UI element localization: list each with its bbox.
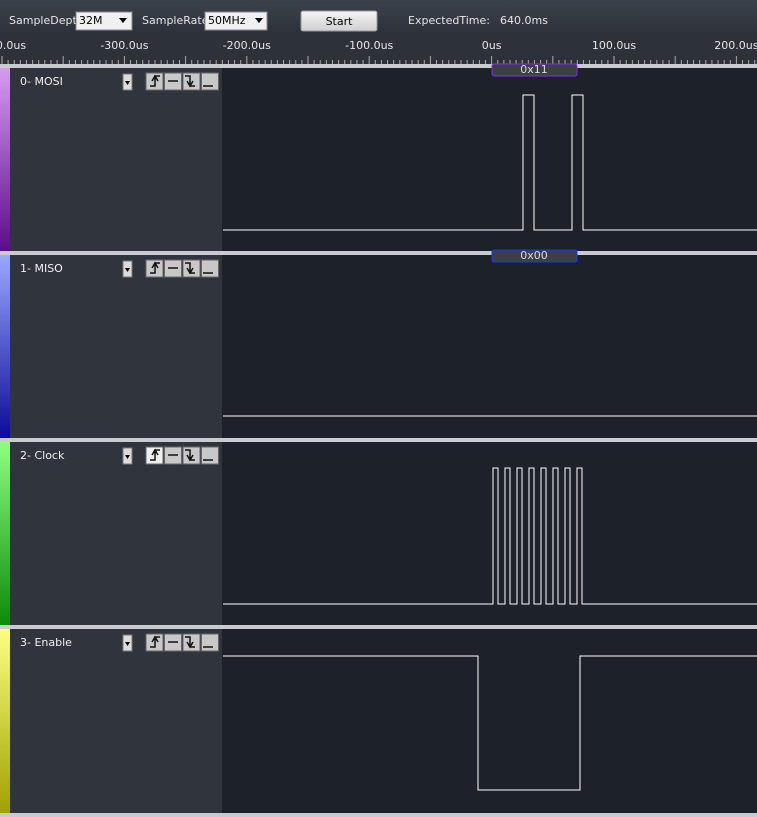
trigger-icon bbox=[185, 75, 195, 88]
waveforms bbox=[223, 94, 757, 791]
trigger-icon bbox=[185, 262, 195, 275]
ruler-label: -400.0us bbox=[0, 39, 26, 52]
channel-panel bbox=[0, 255, 222, 440]
sample-rate-select[interactable] bbox=[204, 11, 268, 31]
trigger-icon bbox=[150, 635, 160, 648]
start-button-label: Start bbox=[326, 15, 354, 28]
ruler-label: -200.0us bbox=[223, 39, 271, 52]
sample-depth-select[interactable] bbox=[75, 11, 133, 31]
channel-panel bbox=[0, 442, 222, 627]
ruler-label: 100.0us bbox=[592, 39, 636, 52]
start-button[interactable] bbox=[300, 10, 378, 32]
channel-color-strip bbox=[0, 442, 10, 627]
channel-separator bbox=[0, 813, 757, 817]
menu-arrow bbox=[125, 268, 130, 272]
trigger-button[interactable] bbox=[201, 259, 219, 278]
dropdown-arrow bbox=[119, 18, 127, 23]
channel-label: 3- Enable bbox=[20, 636, 72, 649]
channel-separator bbox=[0, 625, 757, 629]
trigger-button[interactable] bbox=[182, 633, 201, 652]
channel-color-strip bbox=[0, 255, 10, 440]
trigger-icon bbox=[185, 449, 195, 462]
sample-rate-label: SampleRate bbox=[142, 14, 209, 27]
channel-label: 2- Clock bbox=[20, 449, 65, 462]
ruler-label: -300.0us bbox=[100, 39, 148, 52]
channel-label: 1- MISO bbox=[20, 262, 63, 275]
channel-panel bbox=[0, 629, 222, 814]
dropdown-arrow bbox=[255, 18, 263, 23]
channel-color-strip bbox=[0, 629, 10, 814]
expected-time-label: ExpectedTime: bbox=[408, 14, 490, 27]
trigger-button[interactable] bbox=[182, 72, 201, 91]
trigger-button[interactable] bbox=[182, 446, 201, 465]
channel-color-strip bbox=[0, 68, 10, 253]
enable-waveform bbox=[223, 655, 757, 791]
mosi-decode-box bbox=[491, 63, 578, 77]
trigger-button[interactable] bbox=[201, 633, 219, 652]
menu-arrow bbox=[125, 642, 130, 646]
ruler-labels: -400.0us -300.0us -200.0us -100.0us 0us 100.0… bbox=[0, 39, 757, 52]
miso-decode-box bbox=[491, 249, 578, 263]
channel-label: 0- MOSI bbox=[20, 75, 63, 88]
time-ruler bbox=[0, 35, 757, 66]
ruler-label: -100.0us bbox=[345, 39, 393, 52]
channels: 0- MOSI 1- MISO 2- Clock 3- Enable bbox=[0, 64, 757, 817]
miso-decode-value: 0x00 bbox=[520, 249, 548, 262]
trigger-button[interactable] bbox=[201, 446, 219, 465]
clock-waveform bbox=[223, 467, 757, 605]
mosi-waveform bbox=[223, 94, 757, 231]
channel-panel bbox=[0, 68, 222, 253]
sample-depth-label: SampleDepth bbox=[9, 14, 84, 27]
trigger-icon bbox=[150, 261, 160, 274]
channel-separator bbox=[0, 251, 757, 255]
channel-separator bbox=[0, 438, 757, 442]
channel-separator bbox=[0, 64, 757, 68]
ruler-label: 200.0us bbox=[714, 39, 757, 52]
trigger-icon bbox=[150, 74, 160, 87]
trigger-button[interactable] bbox=[182, 259, 201, 278]
sample-rate-value: 50MHz bbox=[208, 14, 246, 27]
menu-arrow bbox=[125, 455, 130, 459]
sample-depth-value: 32M bbox=[79, 14, 103, 27]
trigger-icon bbox=[185, 636, 195, 649]
mosi-decode-value: 0x11 bbox=[520, 63, 548, 76]
trigger-icon bbox=[150, 448, 160, 461]
trigger-button[interactable] bbox=[201, 72, 219, 91]
expected-time-value: 640.0ms bbox=[500, 14, 548, 27]
ruler-label: 0us bbox=[482, 39, 502, 52]
menu-arrow bbox=[125, 81, 130, 85]
